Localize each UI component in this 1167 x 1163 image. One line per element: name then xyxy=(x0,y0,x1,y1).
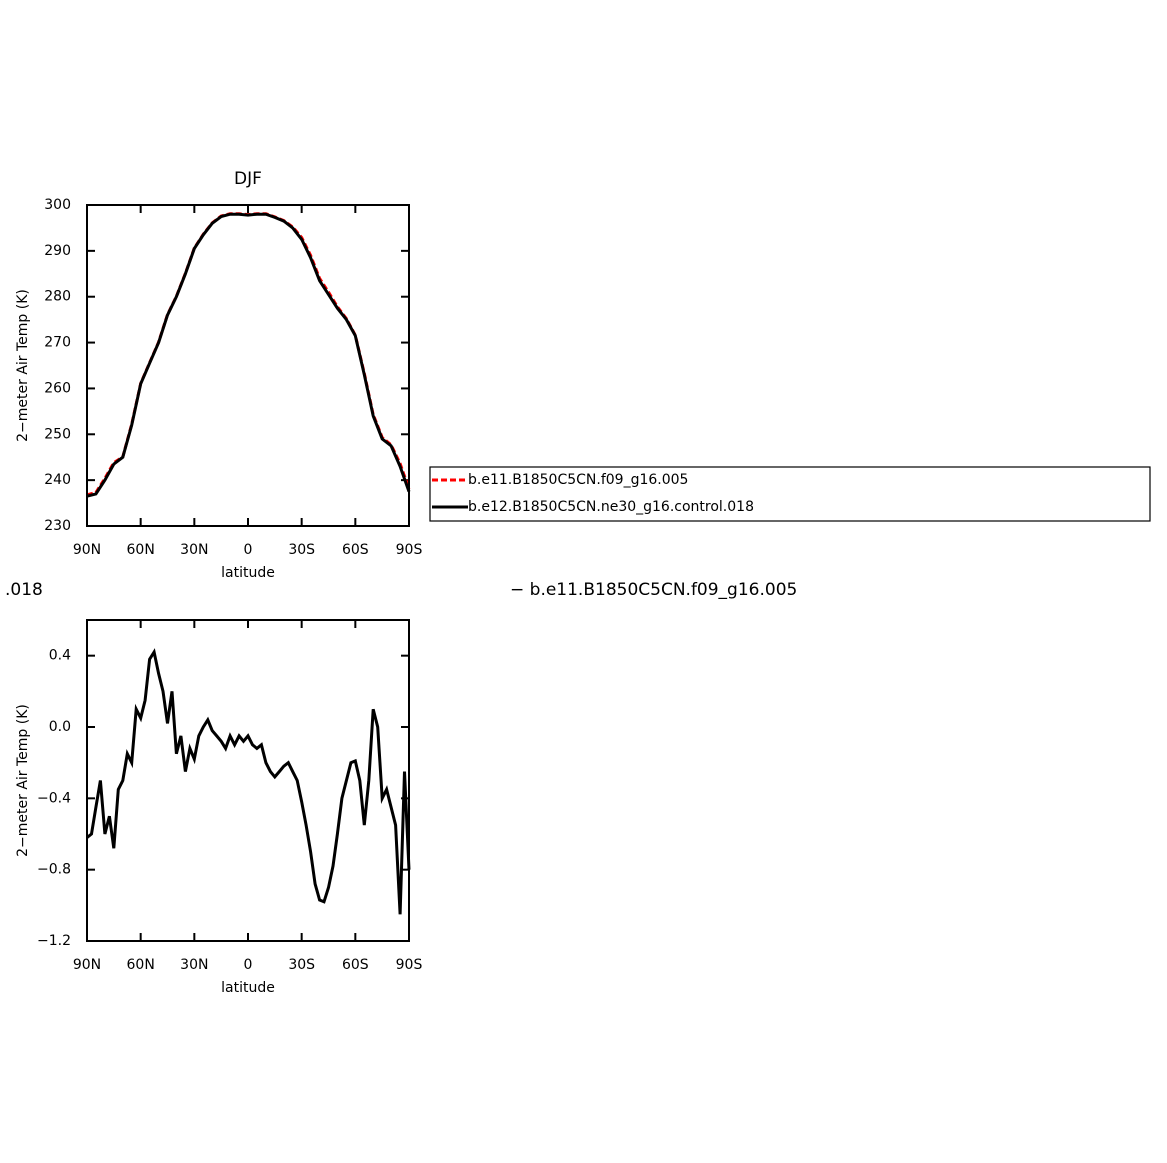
y-tick-label: −0.8 xyxy=(37,862,71,878)
x-tick-label: 0 xyxy=(244,542,253,558)
plot-frame xyxy=(86,619,410,942)
x-tick-label: 30N xyxy=(180,542,208,558)
y-axis-label: 2−meter Air Temp (K) xyxy=(15,704,31,857)
x-tick-label: 90S xyxy=(396,957,423,973)
y-tick-label: 270 xyxy=(44,335,71,351)
x-tick-label: 60N xyxy=(127,957,155,973)
x-tick-label: 30S xyxy=(288,957,315,973)
right-string: − b.e11.B1850C5CN.f09_g16.005 xyxy=(510,580,797,600)
y-tick-label: 0.4 xyxy=(49,648,71,664)
data-line xyxy=(86,212,411,498)
legend-box xyxy=(429,466,1151,522)
x-tick-label: 30N xyxy=(180,957,208,973)
x-axis-label: latitude xyxy=(221,980,275,996)
x-tick-label: 60S xyxy=(342,957,369,973)
x-tick-label: 60N xyxy=(127,542,155,558)
x-axis-label: latitude xyxy=(221,565,275,581)
y-tick-label: 280 xyxy=(44,289,71,305)
y-tick-label: 290 xyxy=(44,243,71,259)
y-tick-label: 300 xyxy=(44,197,71,213)
x-tick-label: 90S xyxy=(396,542,423,558)
legend-label: b.e11.B1850C5CN.f09_g16.005 xyxy=(468,472,688,488)
y-axis-label: 2−meter Air Temp (K) xyxy=(15,289,31,442)
x-tick-label: 90N xyxy=(73,542,101,558)
left-string: .018 xyxy=(5,580,43,600)
data-line xyxy=(86,648,411,915)
x-tick-label: 30S xyxy=(288,542,315,558)
x-tick-label: 0 xyxy=(244,957,253,973)
chart-title: DJF xyxy=(234,169,262,189)
y-tick-label: −1.2 xyxy=(37,933,71,949)
y-tick-label: 260 xyxy=(44,380,71,396)
plot-frame xyxy=(86,204,410,527)
x-tick-label: 90N xyxy=(73,957,101,973)
y-tick-label: 250 xyxy=(44,426,71,442)
y-tick-label: 240 xyxy=(44,472,71,488)
legend-label: b.e12.B1850C5CN.ne30_g16.control.018 xyxy=(468,499,754,515)
y-tick-label: 0.0 xyxy=(49,719,71,735)
x-tick-label: 60S xyxy=(342,542,369,558)
y-tick-label: 230 xyxy=(44,518,71,534)
y-tick-label: −0.4 xyxy=(37,790,71,806)
